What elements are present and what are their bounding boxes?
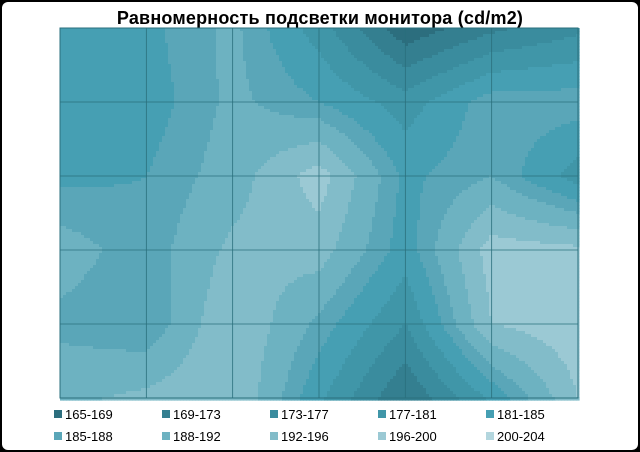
heatmap-fill xyxy=(60,28,580,401)
